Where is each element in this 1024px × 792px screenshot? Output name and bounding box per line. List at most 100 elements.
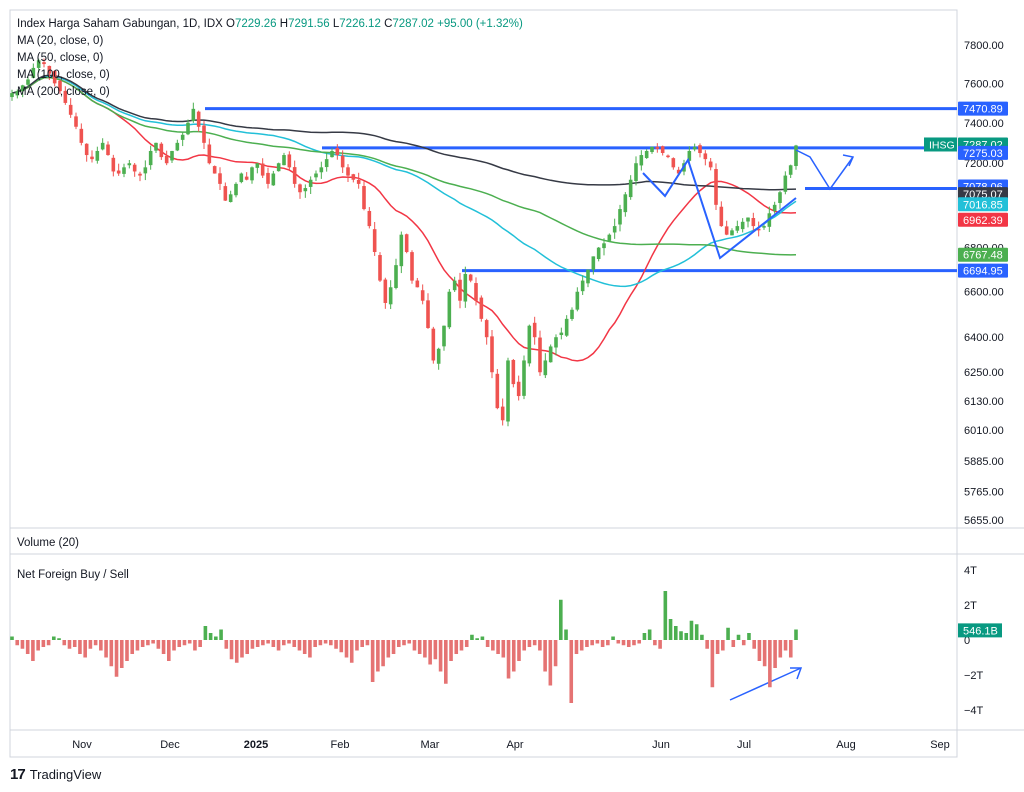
candle-body bbox=[698, 145, 702, 154]
indicator-ma20[interactable]: MA (20, close, 0) bbox=[17, 35, 104, 47]
horizontal-levels[interactable] bbox=[205, 107, 957, 273]
candle-body bbox=[20, 85, 25, 92]
foreign-bar bbox=[522, 640, 527, 651]
price-marker-bg bbox=[958, 197, 1008, 212]
indicator-ma200[interactable]: MA (200, close, 0) bbox=[17, 86, 110, 98]
tradingview-logo[interactable]: 17 TradingView bbox=[10, 766, 101, 783]
candle-body bbox=[644, 150, 649, 159]
foreign-bar bbox=[511, 640, 516, 672]
foreign-bar bbox=[788, 640, 793, 658]
symbol-tag: IHSG bbox=[929, 139, 955, 151]
foreign-bar bbox=[433, 640, 438, 660]
candle-body bbox=[84, 143, 89, 156]
foreign-bar bbox=[104, 640, 108, 658]
foreign-bar bbox=[177, 640, 182, 647]
candle-body bbox=[164, 155, 169, 164]
candle-body bbox=[602, 243, 606, 249]
ma-line bbox=[11, 76, 797, 362]
foreign-bar bbox=[736, 634, 741, 640]
foreign-bar bbox=[255, 640, 260, 647]
candle-body bbox=[591, 256, 596, 270]
foreign-marker-label: 546.1B bbox=[963, 625, 998, 637]
foreign-bar bbox=[119, 640, 124, 668]
candle-body bbox=[468, 274, 473, 281]
candle-body bbox=[442, 325, 446, 347]
brand-name: TradingView bbox=[29, 767, 102, 782]
candle-body bbox=[159, 143, 164, 158]
foreign-bar bbox=[485, 640, 490, 647]
foreign-tick-label: 4T bbox=[964, 565, 977, 577]
foreign-bar bbox=[240, 640, 244, 658]
foreign-bar bbox=[313, 640, 317, 647]
candle-body bbox=[420, 290, 425, 301]
foreign-bar bbox=[459, 640, 464, 651]
arrow-head bbox=[842, 154, 855, 167]
volume-pane-label[interactable]: Volume (20) bbox=[17, 537, 80, 549]
candle-body bbox=[106, 144, 110, 156]
candle-body bbox=[410, 252, 414, 281]
price-tick-label: 6600.00 bbox=[964, 287, 1004, 299]
candle-body bbox=[100, 142, 105, 150]
candle-body bbox=[666, 155, 670, 158]
candle-body bbox=[538, 337, 542, 373]
candle-body bbox=[372, 229, 377, 253]
foreign-bar bbox=[501, 640, 506, 658]
price-marker-label: 6694.95 bbox=[963, 266, 1003, 278]
time-tick-label: Jul bbox=[737, 739, 751, 751]
change-value: +95.00 (+1.32%) bbox=[437, 18, 523, 30]
foreign-bar bbox=[245, 640, 249, 654]
foreign-bar bbox=[214, 636, 218, 640]
candle-body bbox=[223, 186, 228, 201]
foreign-bar bbox=[193, 640, 197, 651]
foreign-bar bbox=[637, 640, 641, 644]
candle-body bbox=[543, 360, 548, 376]
candle-body bbox=[266, 172, 270, 184]
pattern-line bbox=[642, 157, 797, 260]
price-tick-label: 6130.00 bbox=[964, 396, 1004, 408]
foreign-bar bbox=[297, 640, 302, 651]
price-tick-label: 7800.00 bbox=[964, 40, 1004, 52]
price-marker-label: 6962.39 bbox=[963, 215, 1003, 227]
candle-body bbox=[735, 226, 740, 231]
foreign-trend-arrow bbox=[729, 667, 802, 701]
time-tick-label: Feb bbox=[331, 739, 350, 751]
foreign-bar bbox=[689, 620, 694, 640]
price-tick-label: 5655.00 bbox=[964, 515, 1004, 527]
candle-body bbox=[63, 90, 68, 103]
candle-body bbox=[548, 346, 553, 363]
candle-body bbox=[260, 163, 265, 176]
foreign-bar bbox=[449, 640, 453, 661]
candle-body bbox=[58, 80, 62, 92]
candle-body bbox=[335, 148, 340, 156]
foreign-marker-bg bbox=[958, 623, 1002, 638]
foreign-bar bbox=[569, 640, 574, 703]
foreign-bar bbox=[156, 640, 161, 649]
candle-body bbox=[308, 179, 313, 187]
foreign-bar bbox=[710, 640, 715, 688]
foreign-bar bbox=[15, 640, 20, 646]
foreign-bar bbox=[579, 640, 584, 651]
foreign-bar bbox=[595, 640, 600, 644]
candle-body bbox=[15, 91, 20, 96]
candle-body bbox=[458, 279, 462, 301]
foreign-bar bbox=[308, 640, 312, 658]
foreign-tick-label: −2T bbox=[964, 670, 984, 682]
foreign-bar bbox=[778, 640, 783, 658]
indicator-ma50[interactable]: MA (50, close, 0) bbox=[17, 52, 104, 64]
pattern-drawings[interactable] bbox=[642, 149, 855, 701]
foreign-bar bbox=[548, 640, 553, 686]
ma-line bbox=[11, 74, 797, 191]
price-tick-label: 6010.00 bbox=[964, 425, 1004, 437]
foreign-pane-label[interactable]: Net Foreign Buy / Sell bbox=[17, 569, 129, 581]
candle-body bbox=[132, 164, 137, 172]
indicator-ma100[interactable]: MA (100, close, 0) bbox=[17, 69, 110, 81]
candle-body bbox=[447, 291, 452, 328]
foreign-bar bbox=[198, 640, 202, 647]
moving-averages bbox=[11, 74, 797, 362]
candle-body bbox=[356, 179, 361, 184]
candle-body bbox=[180, 134, 185, 140]
ma-line bbox=[11, 76, 797, 256]
foreign-tick-label: −4T bbox=[964, 705, 984, 717]
foreign-bar bbox=[616, 640, 621, 644]
